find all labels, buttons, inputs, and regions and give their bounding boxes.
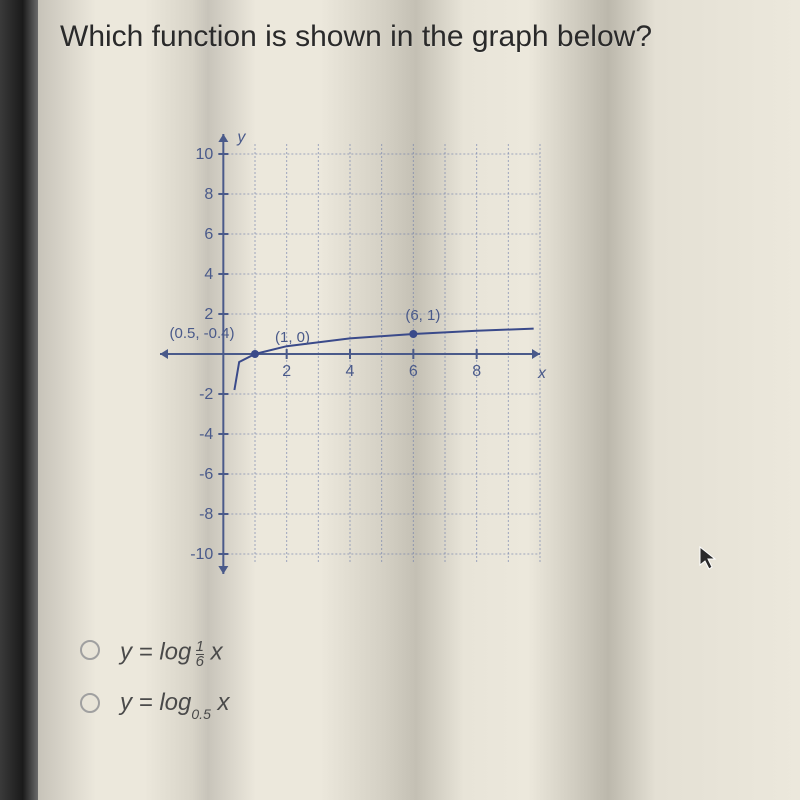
svg-text:-2: -2 (199, 386, 213, 403)
chart-container: 2 4 6 8 2 4 6 8 10 -2 -4 -6 -8 -10 y x (1, 0) (6, 1) (0.5,… (100, 114, 780, 594)
svg-text:(0.5, -0.4): (0.5, -0.4) (170, 325, 235, 342)
answer-option-0[interactable]: y = log 16 x (80, 634, 780, 667)
svg-text:10: 10 (196, 146, 214, 163)
answer-options: y = log 16 x y = log0.5 x (80, 634, 780, 718)
svg-text:-10: -10 (190, 546, 213, 563)
svg-text:(6, 1): (6, 1) (405, 307, 440, 324)
radio-icon[interactable] (80, 640, 100, 660)
option-label: y = log 16 x (120, 634, 223, 667)
svg-text:4: 4 (204, 266, 213, 283)
svg-text:2: 2 (282, 363, 291, 380)
function-graph: 2 4 6 8 2 4 6 8 10 -2 -4 -6 -8 -10 y x (1, 0) (6, 1) (0.5,… (100, 114, 560, 594)
option-label: y = log0.5 x (120, 689, 230, 719)
svg-text:8: 8 (472, 363, 481, 380)
svg-text:4: 4 (346, 363, 355, 380)
question-text: Which function is shown in the graph bel… (60, 20, 780, 54)
svg-text:6: 6 (409, 363, 418, 380)
svg-text:-8: -8 (199, 506, 213, 523)
svg-text:(1, 0): (1, 0) (275, 329, 310, 346)
mouse-cursor-icon (698, 545, 720, 578)
radio-icon[interactable] (80, 693, 100, 713)
svg-text:8: 8 (204, 186, 213, 203)
svg-text:6: 6 (204, 226, 213, 243)
svg-text:x: x (537, 365, 547, 382)
answer-option-1[interactable]: y = log0.5 x (80, 689, 780, 719)
svg-text:2: 2 (204, 306, 213, 323)
svg-text:-4: -4 (199, 426, 213, 443)
svg-text:-6: -6 (199, 466, 213, 483)
svg-text:y: y (236, 129, 246, 146)
